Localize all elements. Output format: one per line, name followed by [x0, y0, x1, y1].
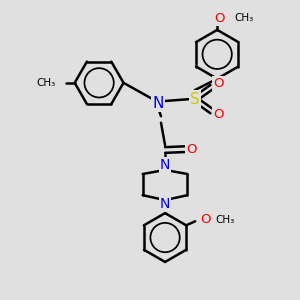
Text: S: S — [190, 92, 200, 106]
Text: N: N — [160, 197, 170, 211]
Text: CH₃: CH₃ — [215, 214, 235, 225]
Text: O: O — [213, 108, 224, 121]
Text: O: O — [213, 77, 224, 90]
Text: CH₃: CH₃ — [36, 78, 55, 88]
Text: O: O — [186, 143, 197, 156]
Text: N: N — [152, 96, 164, 111]
Text: O: O — [214, 12, 224, 25]
Text: CH₃: CH₃ — [234, 14, 254, 23]
Text: N: N — [160, 158, 170, 172]
Text: O: O — [200, 213, 211, 226]
